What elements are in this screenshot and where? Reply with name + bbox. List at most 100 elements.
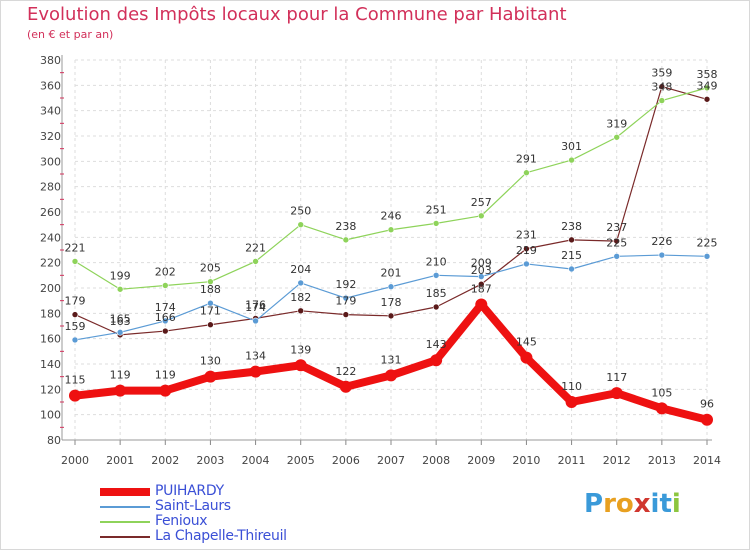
x-tick-label: 2013 xyxy=(648,454,676,467)
legend-swatch xyxy=(100,536,150,538)
data-label: 165 xyxy=(110,312,131,325)
data-point xyxy=(297,307,305,315)
y-tick-label: 140 xyxy=(40,358,61,371)
data-label: 349 xyxy=(697,79,718,92)
logo-letter: o xyxy=(615,489,634,519)
data-point xyxy=(342,311,350,318)
data-point xyxy=(655,402,668,415)
x-tick-label: 2010 xyxy=(512,454,540,467)
data-label: 202 xyxy=(155,265,176,278)
data-point xyxy=(71,311,79,318)
data-point xyxy=(207,299,214,307)
data-label: 250 xyxy=(290,205,311,218)
data-label: 179 xyxy=(65,295,86,308)
y-tick-label: 260 xyxy=(40,206,61,219)
data-point xyxy=(523,169,530,177)
y-tick-label: 200 xyxy=(40,282,61,295)
data-point xyxy=(475,298,488,311)
data-label: 182 xyxy=(290,291,311,304)
data-label: 192 xyxy=(335,278,356,291)
data-point xyxy=(565,396,578,408)
data-label: 221 xyxy=(245,241,266,254)
data-label: 163 xyxy=(110,315,131,328)
x-tick-label: 2003 xyxy=(196,454,224,467)
x-tick-label: 2009 xyxy=(467,454,495,467)
data-point xyxy=(204,370,217,383)
x-tick-label: 2011 xyxy=(558,454,586,467)
data-point xyxy=(161,327,169,335)
data-point xyxy=(207,278,214,285)
data-label: 348 xyxy=(651,81,672,94)
data-point xyxy=(613,253,621,260)
data-label: 209 xyxy=(471,257,492,270)
data-point xyxy=(477,273,485,280)
data-label: 237 xyxy=(606,221,627,234)
data-labels: 179 163 166 171 176 182 179 178 185 203 231 238 237 3… xyxy=(65,67,718,411)
logo-letter: P xyxy=(584,489,604,519)
y-tick-label: 300 xyxy=(40,155,61,168)
legend-swatch xyxy=(100,488,150,496)
data-label: 225 xyxy=(697,236,718,249)
logo-letter: i xyxy=(671,489,681,519)
data-label: 96 xyxy=(700,398,714,411)
x-tick-label: 2000 xyxy=(61,454,89,467)
data-label: 358 xyxy=(697,68,718,81)
y-tick-label: 160 xyxy=(40,333,61,346)
legend-label: PUIHARDY xyxy=(155,483,224,499)
data-label: 319 xyxy=(606,117,627,130)
x-tick-label: 2005 xyxy=(287,454,315,467)
data-label: 145 xyxy=(516,336,537,349)
series-lines xyxy=(69,83,713,426)
logo-letter: t xyxy=(659,489,672,519)
y-tick-label: 100 xyxy=(40,409,61,422)
x-tick-label: 2006 xyxy=(332,454,360,467)
data-point xyxy=(477,280,485,288)
data-point xyxy=(387,226,395,234)
data-label: 174 xyxy=(245,301,266,314)
data-point xyxy=(385,369,397,382)
data-point xyxy=(523,260,530,268)
x-tick-label: 2007 xyxy=(377,454,405,467)
data-label: 179 xyxy=(335,295,356,308)
data-point xyxy=(116,285,124,293)
data-label: 301 xyxy=(561,140,582,153)
y-tick-label: 340 xyxy=(40,105,61,118)
data-point xyxy=(339,380,352,393)
data-point xyxy=(568,236,575,244)
legend-swatch xyxy=(100,506,150,508)
data-point xyxy=(387,312,395,320)
x-tick-label: 2002 xyxy=(151,454,179,467)
data-point xyxy=(294,359,307,372)
logo-letter: x xyxy=(633,489,651,519)
data-point xyxy=(207,321,214,329)
data-point xyxy=(69,389,81,402)
data-label: 257 xyxy=(471,196,492,209)
data-point xyxy=(161,317,169,325)
chart-subtitle: (en € et par an) xyxy=(27,28,114,41)
data-label: 226 xyxy=(651,235,672,248)
data-point xyxy=(658,83,666,90)
data-label: 166 xyxy=(155,311,176,324)
y-tick-label: 220 xyxy=(40,257,61,270)
data-point xyxy=(523,245,530,253)
data-point xyxy=(613,237,621,245)
data-point xyxy=(387,283,395,291)
data-label: 225 xyxy=(606,236,627,249)
data-point xyxy=(342,294,350,302)
data-label: 199 xyxy=(110,269,131,282)
y-tick-label: 280 xyxy=(40,181,61,194)
data-label: 139 xyxy=(290,343,311,356)
data-label: 185 xyxy=(426,287,447,300)
data-label: 122 xyxy=(335,365,356,378)
x-tick-label: 2012 xyxy=(603,454,631,467)
data-point xyxy=(658,97,666,104)
y-tick-label: 360 xyxy=(40,79,61,92)
y-tick-label: 240 xyxy=(40,231,61,244)
data-label: 171 xyxy=(200,305,221,318)
proxiti-logo: Proxiti xyxy=(584,489,681,519)
data-label: 134 xyxy=(245,350,266,363)
data-point xyxy=(297,279,305,287)
chart-title: Evolution des Impôts locaux pour la Comm… xyxy=(27,4,567,25)
data-point xyxy=(161,282,169,289)
data-point xyxy=(252,317,259,325)
